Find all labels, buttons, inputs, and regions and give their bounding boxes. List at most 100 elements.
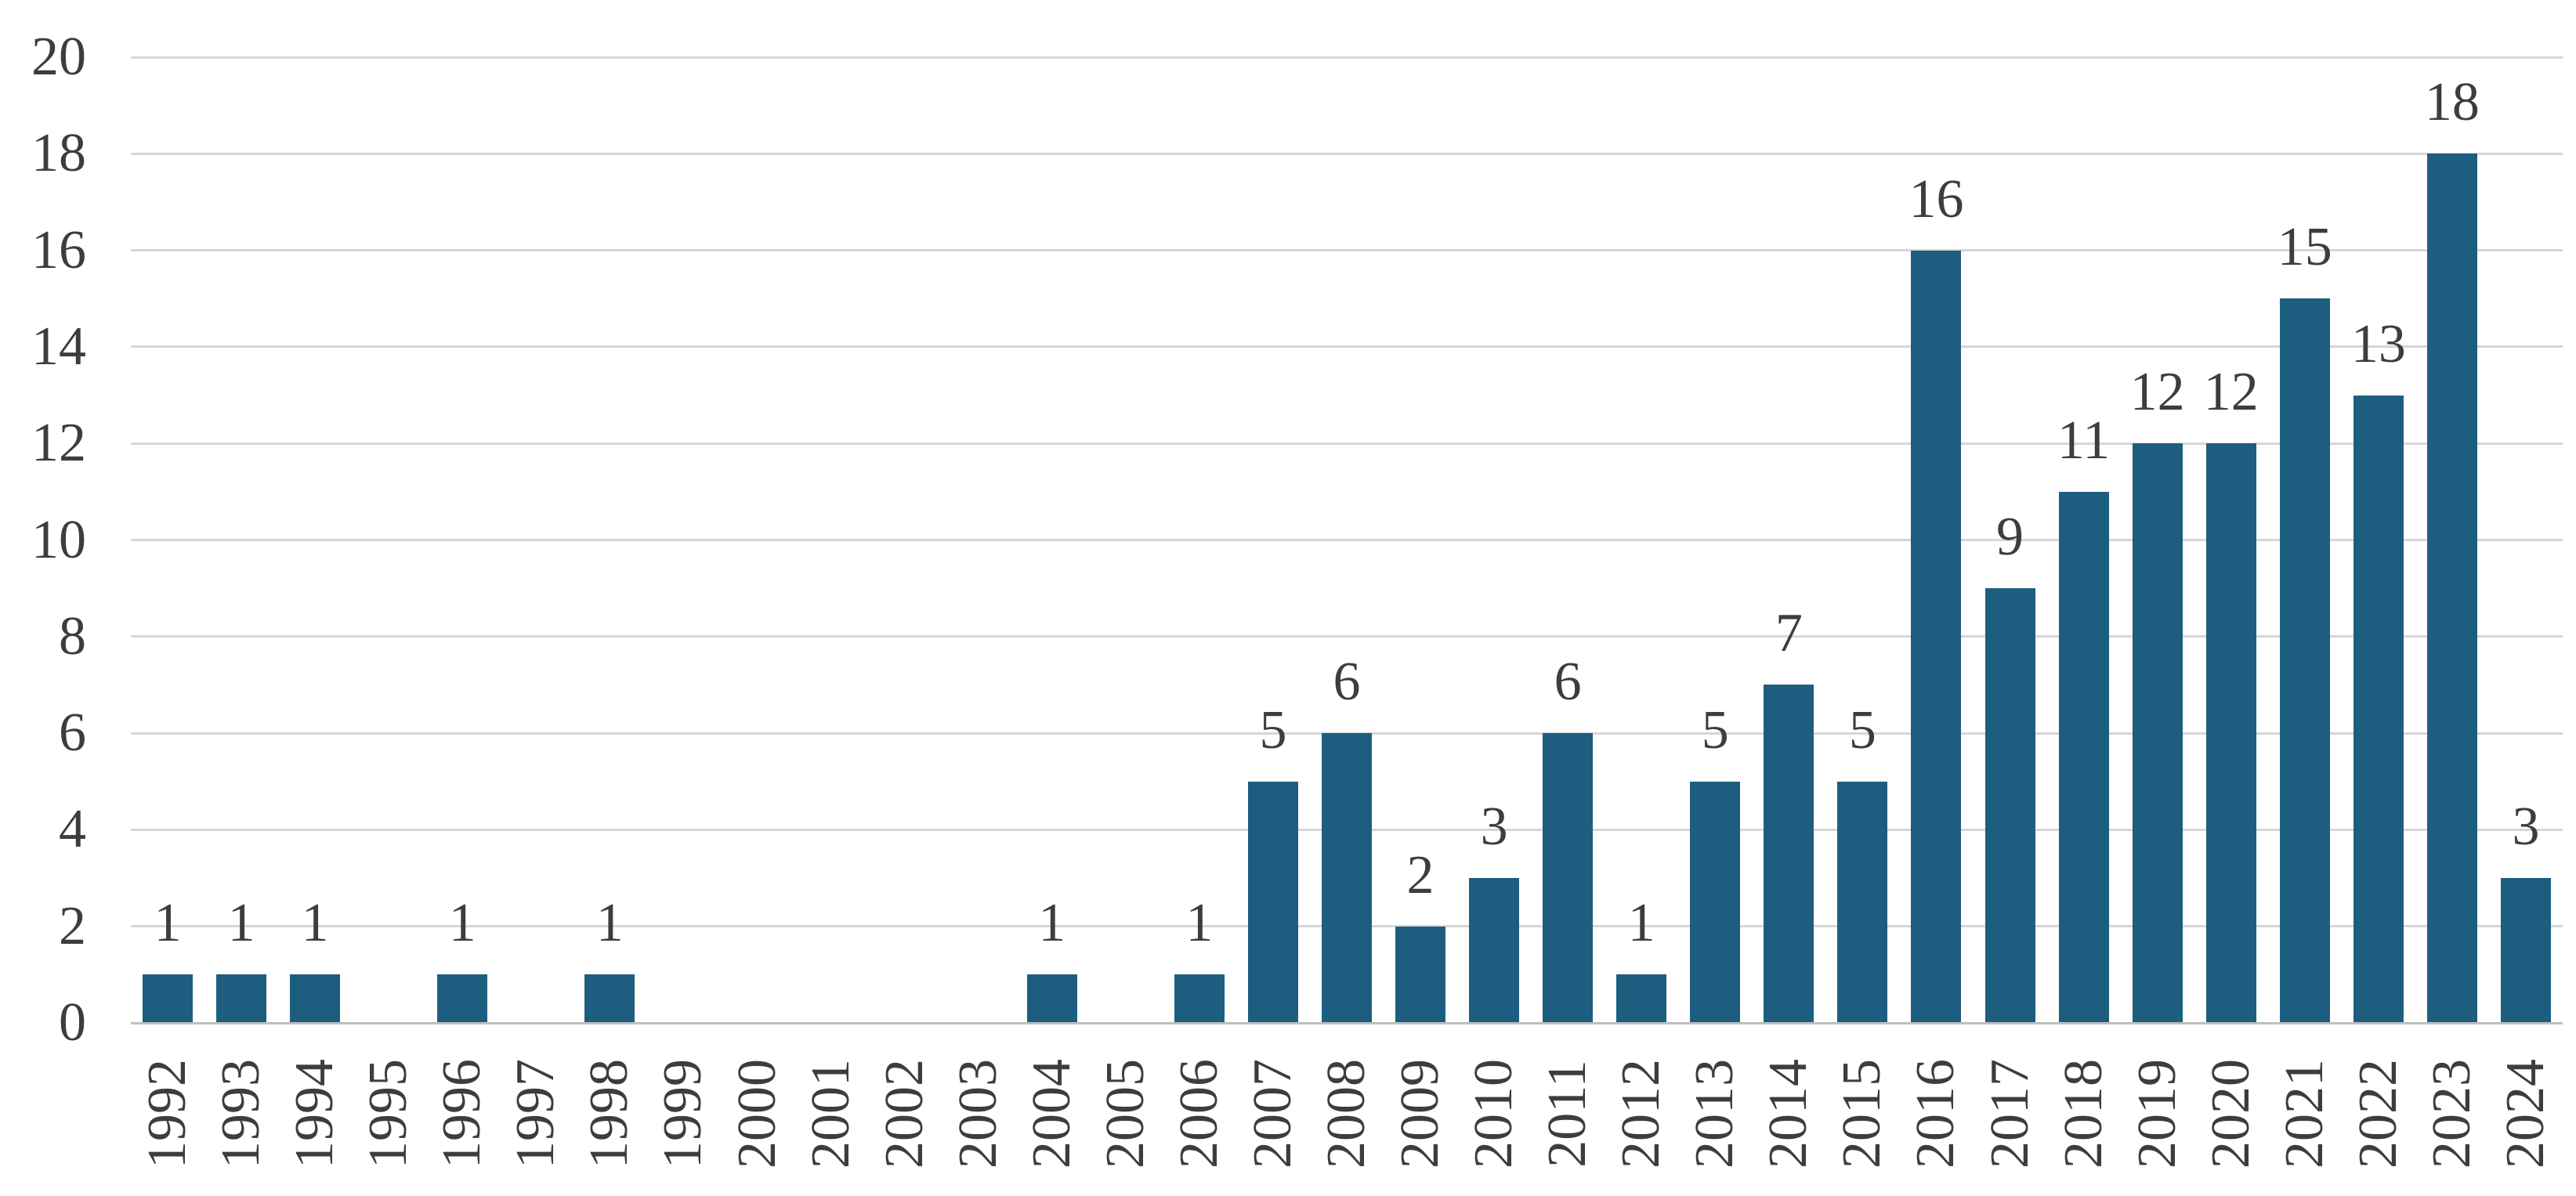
data-label-2004: 1	[1038, 893, 1066, 954]
x-tick-label-2016: 2016	[1905, 1059, 1966, 1169]
data-label-2022: 13	[2350, 313, 2406, 374]
x-tick-label-2024: 2024	[2495, 1059, 2556, 1169]
bar-2021	[2279, 298, 2330, 1023]
bar-2011	[1543, 733, 1594, 1023]
x-tick-label-2019: 2019	[2126, 1059, 2187, 1169]
bar-2010	[1469, 878, 1520, 1023]
x-tick-label-1999: 1999	[653, 1059, 714, 1169]
x-tick-label-2007: 2007	[1242, 1059, 1303, 1169]
x-tick-label-2004: 2004	[1021, 1059, 1082, 1169]
data-label-2021: 15	[2277, 217, 2332, 278]
y-tick-label-16: 16	[31, 219, 86, 280]
data-label-2014: 7	[1775, 603, 1803, 664]
x-tick-label-2022: 2022	[2347, 1059, 2408, 1169]
bar-1994	[290, 974, 341, 1023]
bar-2006	[1174, 974, 1225, 1023]
data-label-1998: 1	[595, 893, 624, 954]
x-tick-label-2014: 2014	[1758, 1059, 1819, 1169]
y-tick-label-12: 12	[31, 413, 86, 474]
x-tick-label-2011: 2011	[1537, 1060, 1598, 1168]
data-label-2011: 6	[1554, 652, 1582, 713]
bar-2012	[1616, 974, 1667, 1023]
data-label-1992: 1	[154, 893, 182, 954]
data-label-1994: 1	[301, 893, 329, 954]
x-tick-label-2006: 2006	[1168, 1059, 1229, 1169]
x-tick-label-2008: 2008	[1316, 1059, 1377, 1169]
x-tick-label-2012: 2012	[1611, 1059, 1672, 1169]
bar-2004	[1026, 974, 1077, 1023]
data-label-2019: 12	[2129, 362, 2185, 423]
data-label-2006: 1	[1185, 893, 1214, 954]
gridline-y-10	[131, 539, 2563, 541]
x-tick-label-2020: 2020	[2200, 1059, 2261, 1169]
x-tick-label-2017: 2017	[1979, 1059, 2040, 1169]
gridline-y-14	[131, 345, 2563, 349]
data-label-2018: 11	[2057, 410, 2111, 471]
x-tick-label-2023: 2023	[2421, 1059, 2482, 1169]
x-tick-label-2009: 2009	[1390, 1059, 1451, 1169]
x-tick-label-2002: 2002	[874, 1059, 935, 1169]
bar-2022	[2353, 395, 2404, 1023]
y-tick-label-2: 2	[59, 895, 86, 956]
data-label-2016: 16	[1908, 168, 1964, 229]
bar-2008	[1322, 733, 1372, 1023]
x-tick-label-2003: 2003	[947, 1059, 1008, 1169]
gridline-y-20	[131, 56, 2563, 59]
x-tick-label-1993: 1993	[211, 1059, 272, 1169]
x-tick-label-2000: 2000	[726, 1059, 787, 1169]
x-tick-label-2010: 2010	[1463, 1059, 1525, 1169]
x-tick-label-1996: 1996	[432, 1059, 493, 1169]
bar-2017	[1984, 588, 2035, 1023]
x-tick-label-1994: 1994	[284, 1059, 346, 1169]
data-label-2009: 2	[1406, 844, 1435, 905]
x-tick-label-2013: 2013	[1684, 1059, 1746, 1169]
y-tick-label-14: 14	[31, 316, 86, 377]
data-label-1993: 1	[227, 893, 255, 954]
x-tick-label-1998: 1998	[579, 1059, 640, 1169]
y-tick-label-6: 6	[59, 703, 86, 764]
bar-2023	[2426, 154, 2477, 1023]
data-label-2007: 5	[1259, 699, 1287, 761]
gridline-y-12	[131, 442, 2563, 445]
bar-1993	[216, 974, 267, 1023]
y-tick-label-0: 0	[59, 992, 86, 1053]
x-tick-label-2015: 2015	[1832, 1059, 1893, 1169]
x-tick-label-1997: 1997	[505, 1059, 566, 1169]
data-label-2012: 1	[1627, 893, 1655, 954]
bar-2015	[1837, 781, 1888, 1023]
axis-line-x	[131, 1021, 2563, 1024]
y-tick-label-10: 10	[31, 509, 86, 570]
data-label-2008: 6	[1333, 652, 1361, 713]
gridline-y-8	[131, 635, 2563, 638]
x-tick-label-2021: 2021	[2274, 1059, 2335, 1169]
x-tick-label-2005: 2005	[1094, 1059, 1156, 1169]
y-tick-label-18: 18	[31, 123, 86, 184]
data-label-2013: 5	[1701, 699, 1729, 761]
data-label-2017: 9	[1996, 507, 2024, 568]
bar-1992	[143, 974, 194, 1023]
data-label-2024: 3	[2512, 797, 2540, 858]
data-label-2020: 12	[2203, 362, 2259, 423]
y-tick-label-4: 4	[59, 799, 86, 860]
data-label-2015: 5	[1848, 699, 1876, 761]
bar-2019	[2132, 443, 2183, 1023]
gridline-y-18	[131, 152, 2563, 155]
bar-2016	[1911, 250, 1962, 1023]
y-tick-label-8: 8	[59, 605, 86, 667]
x-tick-label-2001: 2001	[800, 1059, 861, 1169]
bar-1998	[584, 974, 635, 1023]
bar-2009	[1395, 926, 1446, 1023]
bar-2007	[1247, 781, 1298, 1023]
data-label-1996: 1	[448, 893, 476, 954]
bar-2014	[1764, 685, 1814, 1023]
bar-2024	[2500, 878, 2551, 1023]
x-tick-label-1992: 1992	[137, 1059, 198, 1169]
x-tick-label-1995: 1995	[358, 1059, 419, 1169]
bar-2020	[2205, 443, 2256, 1023]
y-tick-label-20: 20	[31, 27, 86, 87]
bar-2018	[2058, 491, 2109, 1023]
gridline-y-16	[131, 249, 2563, 252]
x-tick-label-2018: 2018	[2053, 1059, 2114, 1169]
bar-2013	[1690, 781, 1741, 1023]
